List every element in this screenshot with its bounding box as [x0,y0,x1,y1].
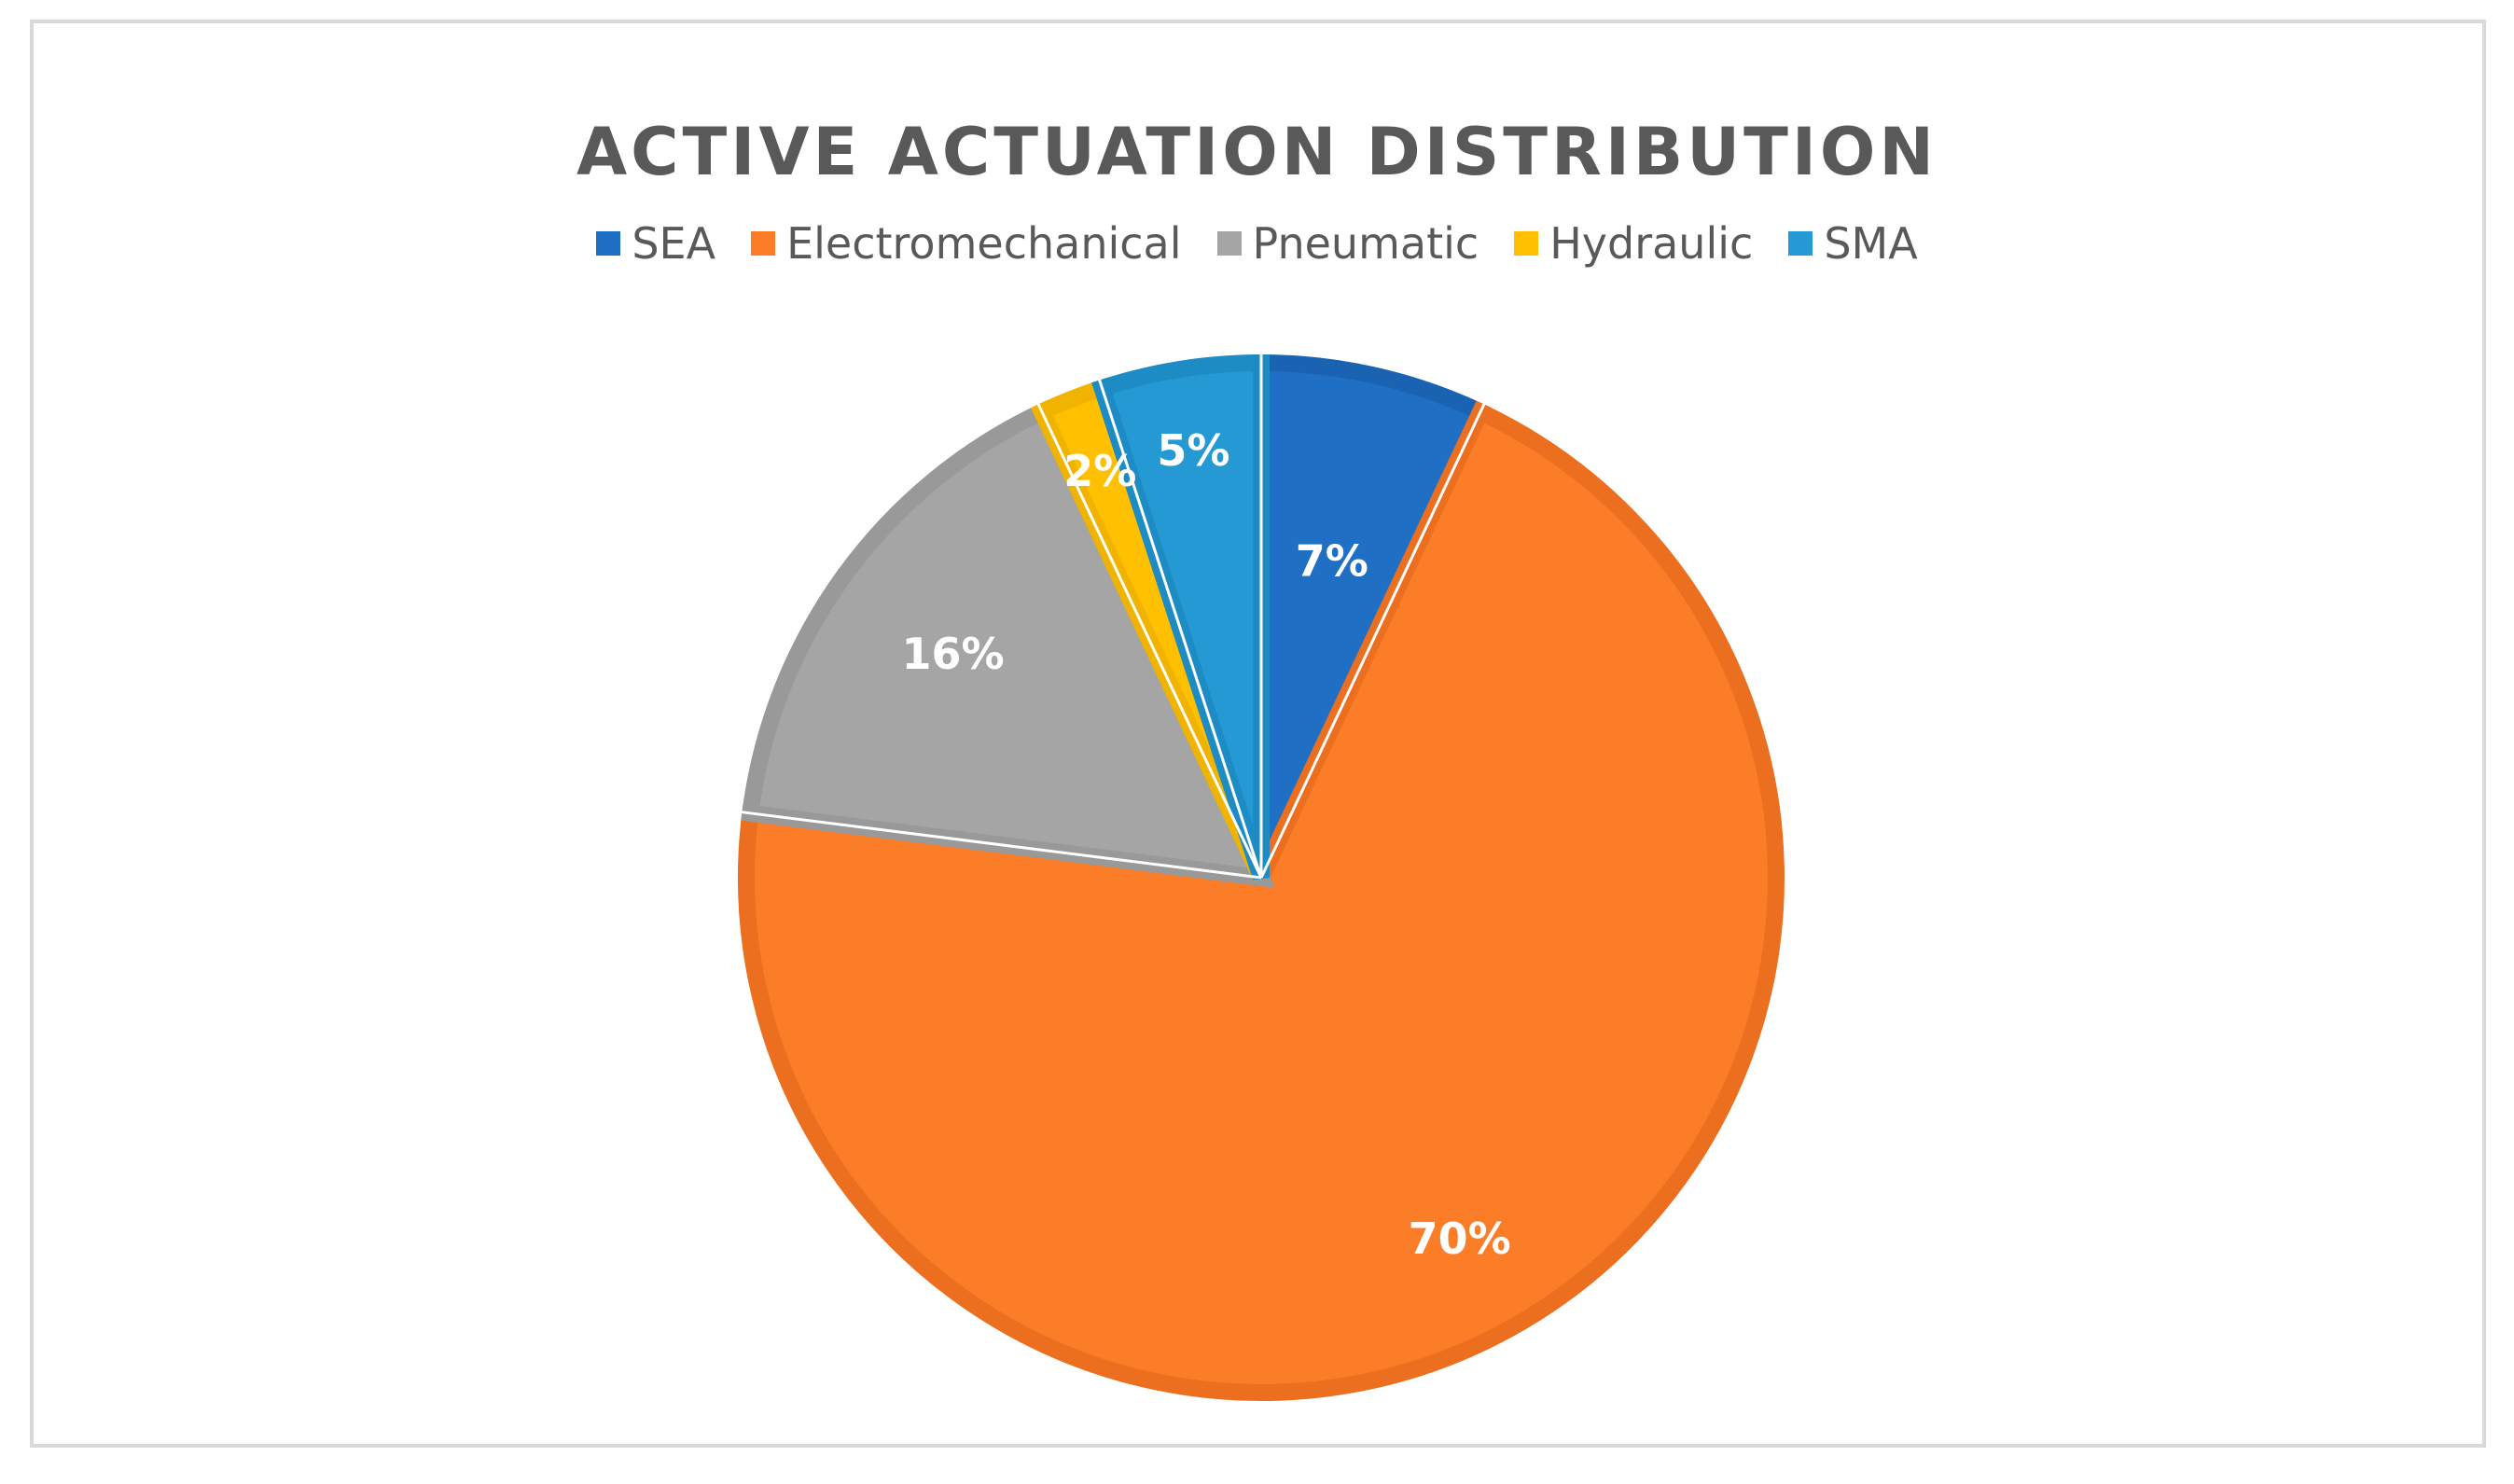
slice-separator [1259,402,1486,879]
pie-slice-sma [1091,354,1270,881]
legend-swatch-electromechanical [751,231,776,256]
data-label-electromechanical: 70% [1409,1214,1511,1264]
legend-swatch-sma [1788,231,1813,256]
chart-title: ACTIVE ACTUATION DISTRIBUTION [576,114,1938,190]
data-label-pneumatic: 16% [901,629,1004,679]
data-label-hydraulic: 2% [1063,446,1136,496]
data-label-sma: 5% [1157,425,1229,476]
slice-separator [741,811,1262,880]
legend-item-hydraulic: Hydraulic [1514,222,1753,265]
legend-item-pneumatic: Pneumatic [1216,218,1479,269]
legend-swatch-hydraulic [1514,231,1539,256]
legend-item-sma: SMA [1788,218,1918,269]
legend-label-electromechanical: Electromechanical [786,218,1182,269]
legend-label-hydraulic: Hydraulic [1549,218,1754,269]
legend-swatch-sea [596,231,621,256]
slice-separator [1036,402,1263,879]
legend-item-sea: SEA [596,222,715,265]
legend-label-pneumatic: Pneumatic [1252,218,1479,269]
legend-label-sma: SMA [1824,218,1918,269]
legend: SEA Electromechanical Pneumatic Hydrauli… [0,222,2514,265]
legend-item-electromechanical: Electromechanical [751,218,1182,269]
pie-slice-electromechanical [738,400,1785,1401]
pie-slice-pneumatic [741,400,1276,888]
data-label-sea: 7% [1296,536,1368,587]
slice-separator [1097,379,1263,879]
legend-swatch-pneumatic [1216,231,1242,256]
legend-label-sea: SEA [632,218,716,269]
